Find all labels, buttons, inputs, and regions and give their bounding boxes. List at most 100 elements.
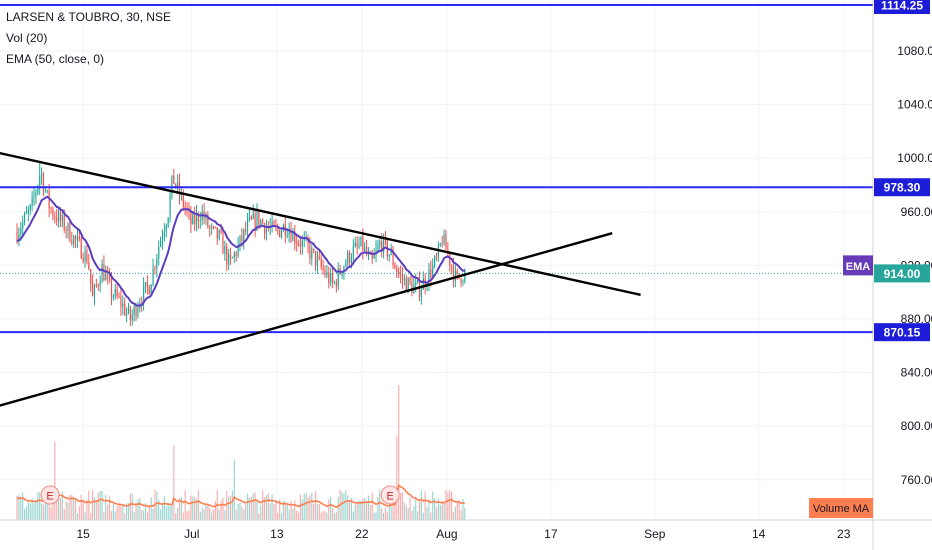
candle-body	[175, 184, 177, 187]
volume-bar	[22, 492, 24, 520]
volume-bar	[39, 492, 41, 520]
volume-bar	[299, 494, 302, 520]
volume-bar	[318, 504, 320, 520]
volume-bar	[148, 506, 150, 520]
volume-bar	[141, 509, 143, 520]
candle-body	[434, 256, 436, 266]
candle-body	[373, 254, 375, 259]
volume-bar	[398, 385, 400, 520]
candle-body	[364, 247, 366, 251]
volume-bar	[396, 436, 398, 520]
volume-bar	[326, 512, 328, 520]
candle-body	[108, 275, 111, 279]
volume-bar	[93, 497, 96, 520]
x-tick-label: 23	[837, 527, 851, 541]
volume-bar	[265, 495, 268, 520]
volume-indicator-label[interactable]: Vol (20)	[6, 31, 48, 45]
volume-bar	[20, 496, 22, 520]
candle-body	[218, 230, 220, 239]
volume-ma-badge: Volume MA	[813, 503, 870, 515]
candle-body	[335, 282, 337, 287]
volume-bar	[214, 500, 217, 520]
volume-bar	[413, 506, 415, 520]
candle-body	[428, 269, 430, 286]
volume-bar	[224, 510, 226, 520]
candle-body	[97, 285, 99, 287]
volume-bar	[69, 494, 71, 520]
volume-bar	[207, 505, 209, 520]
candle-body	[362, 236, 364, 251]
volume-bar	[59, 497, 62, 520]
candle-body	[403, 277, 405, 280]
volume-bar	[33, 503, 35, 520]
candle-body	[375, 249, 377, 255]
volume-bar	[447, 493, 449, 520]
volume-ma-line	[16, 484, 466, 509]
candle-body	[392, 251, 394, 265]
volume-bar	[57, 499, 60, 520]
volume-bar	[428, 498, 430, 520]
volume-bar	[401, 492, 404, 520]
horizontal-levels[interactable]	[0, 4, 873, 334]
volume-bar	[80, 494, 82, 520]
ema-indicator-label[interactable]: EMA (50, close, 0)	[6, 52, 105, 66]
candle-body	[80, 238, 82, 259]
volume-bar	[407, 508, 409, 520]
volume-bar	[84, 512, 86, 520]
candle-body	[328, 272, 330, 284]
candle-body	[445, 234, 447, 250]
candle-body	[146, 282, 148, 287]
candle-body	[347, 252, 349, 264]
x-tick-label: 13	[270, 527, 284, 541]
volume-bar	[309, 495, 311, 520]
volume-bar	[131, 493, 133, 520]
candle-body	[29, 204, 31, 211]
candle-body	[243, 229, 245, 241]
volume-bar	[246, 494, 249, 520]
x-tick-label: Aug	[436, 527, 457, 541]
ema-line	[16, 195, 465, 307]
candle-body	[422, 278, 424, 290]
candle-body	[396, 268, 398, 273]
candle-body	[297, 243, 300, 245]
volume-bar	[324, 510, 326, 520]
volume-bar	[88, 490, 90, 520]
volume-bar	[297, 512, 300, 520]
candle-body	[377, 245, 379, 250]
volume-bar	[331, 508, 334, 520]
volume-bar	[245, 503, 247, 520]
candle-body	[432, 265, 434, 278]
candle-body	[39, 176, 41, 186]
candle-body	[301, 239, 303, 247]
x-tick-label: Jul	[184, 527, 199, 541]
candle-body	[224, 246, 226, 254]
candle-body	[42, 174, 45, 192]
candle-body	[50, 208, 52, 210]
volume-bar	[139, 497, 141, 520]
candle-body	[212, 226, 215, 228]
y-tick-label: 880.00	[901, 312, 932, 326]
candle-body	[23, 213, 26, 222]
volume-bar	[212, 509, 215, 520]
volume-bar	[158, 499, 160, 520]
trend-line	[0, 232, 613, 407]
volume-bar	[271, 494, 273, 520]
volume-bar	[371, 492, 373, 520]
candle-body	[67, 223, 69, 232]
candle-body	[169, 195, 171, 218]
candle-body	[345, 263, 347, 267]
volume-bar	[434, 498, 436, 520]
candle-body	[44, 190, 46, 192]
candle-body	[398, 272, 400, 274]
trend-lines[interactable]	[0, 151, 641, 407]
volume-bar	[48, 490, 50, 520]
candle-body	[320, 258, 322, 267]
candle-body	[107, 274, 109, 276]
candle-body	[173, 175, 175, 185]
candle-body	[241, 235, 243, 241]
volume-bar	[437, 498, 439, 520]
candle-body	[195, 213, 198, 225]
ema-badge: EMA	[846, 261, 871, 273]
volume-bar	[46, 495, 48, 520]
